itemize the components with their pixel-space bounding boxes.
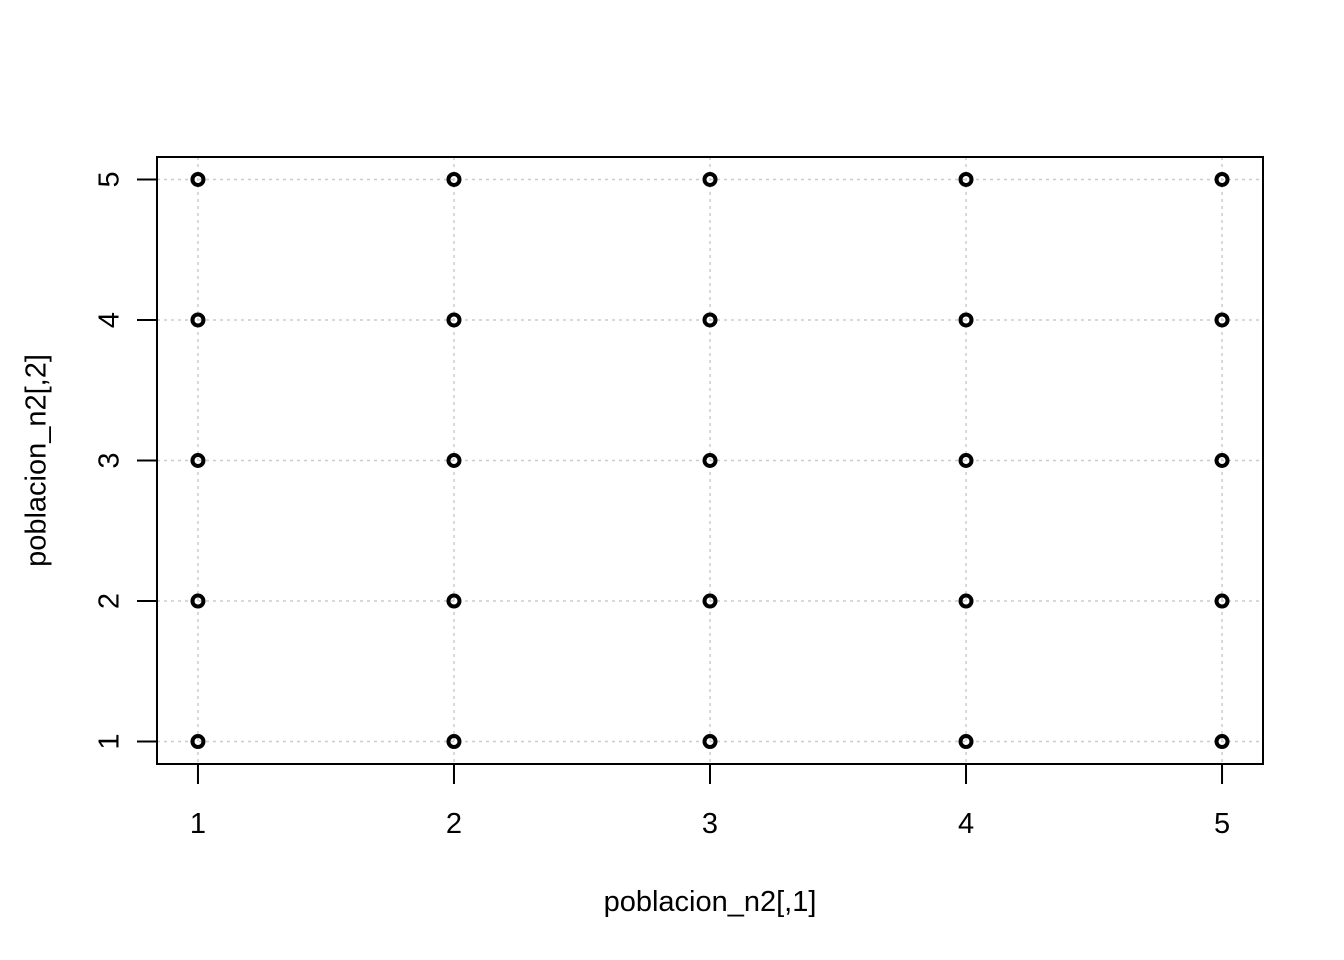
data-point bbox=[958, 453, 974, 468]
y-axis-title: poblacion_n2[,2] bbox=[21, 354, 53, 567]
x-tick-label: 1 bbox=[190, 808, 206, 840]
data-point bbox=[190, 171, 206, 187]
x-tick-label: 2 bbox=[446, 808, 462, 840]
y-tick-label: 3 bbox=[94, 452, 126, 468]
data-point bbox=[958, 734, 974, 750]
data-point bbox=[1214, 453, 1230, 468]
x-tick-label: 4 bbox=[958, 808, 974, 840]
y-axis: 1 2 3 4 5 bbox=[94, 171, 158, 750]
data-point bbox=[702, 593, 718, 609]
data-point bbox=[190, 453, 206, 468]
data-point bbox=[702, 734, 718, 750]
y-tick-label: 4 bbox=[94, 312, 126, 328]
data-point bbox=[1214, 312, 1230, 328]
x-tick-label: 5 bbox=[1214, 808, 1230, 840]
data-point bbox=[958, 312, 974, 328]
data-point bbox=[702, 312, 718, 328]
y-tick-label: 2 bbox=[94, 593, 126, 609]
y-tick-label: 5 bbox=[94, 171, 126, 187]
data-point bbox=[446, 593, 462, 609]
data-point bbox=[1214, 734, 1230, 750]
data-point bbox=[446, 171, 462, 187]
x-tick-label: 3 bbox=[702, 808, 718, 840]
data-point bbox=[446, 734, 462, 750]
data-point bbox=[702, 171, 718, 187]
x-axis: 1 2 3 4 5 bbox=[190, 763, 1230, 840]
data-points bbox=[190, 171, 1230, 750]
data-point bbox=[1214, 171, 1230, 187]
data-point bbox=[958, 171, 974, 187]
grid-lines bbox=[157, 157, 1263, 764]
y-tick-label: 1 bbox=[94, 733, 126, 749]
data-point bbox=[190, 593, 206, 609]
data-point bbox=[190, 312, 206, 328]
data-point bbox=[190, 734, 206, 750]
x-axis-title: poblacion_n2[,1] bbox=[604, 886, 817, 918]
data-point bbox=[446, 453, 462, 468]
data-point bbox=[702, 453, 718, 468]
data-point bbox=[958, 593, 974, 609]
data-point bbox=[1214, 593, 1230, 609]
data-point bbox=[446, 312, 462, 328]
